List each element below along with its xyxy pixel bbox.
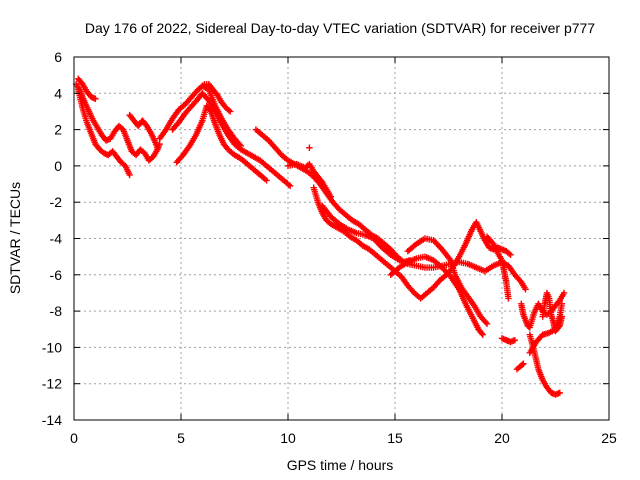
data-point (478, 330, 485, 337)
data-point (511, 336, 519, 344)
y-tick-label: -6 (50, 267, 63, 283)
data-point (92, 95, 99, 102)
y-tick-label: -8 (50, 303, 63, 319)
data-point (560, 289, 568, 297)
data-point (520, 360, 527, 367)
data-point (558, 300, 566, 308)
chart-title: Day 176 of 2022, Sidereal Day-to-day VTE… (85, 20, 595, 36)
y-tick-label: -10 (42, 339, 62, 355)
data-point (507, 251, 514, 259)
y-tick-label: 4 (54, 85, 62, 101)
data-point (522, 286, 529, 293)
data-point (505, 295, 512, 302)
y-tick-label: 0 (54, 158, 62, 174)
data-point (306, 144, 313, 151)
data-point (285, 181, 292, 188)
x-tick-label: 5 (177, 430, 185, 446)
data-point (327, 193, 334, 200)
data-point (505, 250, 513, 257)
x-tick-label: 20 (494, 430, 510, 446)
y-tick-label: -14 (42, 412, 62, 428)
data-points (72, 75, 568, 398)
data-point (227, 108, 234, 115)
x-tick-label: 25 (601, 430, 617, 446)
x-tick-label: 0 (70, 430, 78, 446)
x-axis-label: GPS time / hours (287, 457, 394, 473)
data-point (225, 107, 232, 114)
y-tick-label: 6 (54, 49, 62, 65)
y-tick-label: -12 (42, 376, 62, 392)
data-point (483, 320, 491, 328)
data-point (519, 361, 526, 368)
grid-lines (74, 57, 609, 420)
data-point (286, 182, 294, 190)
data-point (556, 389, 563, 396)
data-point (558, 313, 566, 320)
y-tick-label: -4 (50, 231, 63, 247)
data-point (263, 177, 270, 184)
data-point (237, 142, 245, 150)
data-point (126, 171, 133, 179)
data-point (154, 144, 161, 151)
x-tick-label: 10 (280, 430, 296, 446)
y-tick-label: -2 (50, 194, 63, 210)
y-tick-label: 2 (54, 122, 62, 138)
data-point (479, 331, 486, 338)
y-axis-label: SDTVAR / TECUs (7, 182, 23, 294)
x-tick-label: 15 (387, 430, 403, 446)
